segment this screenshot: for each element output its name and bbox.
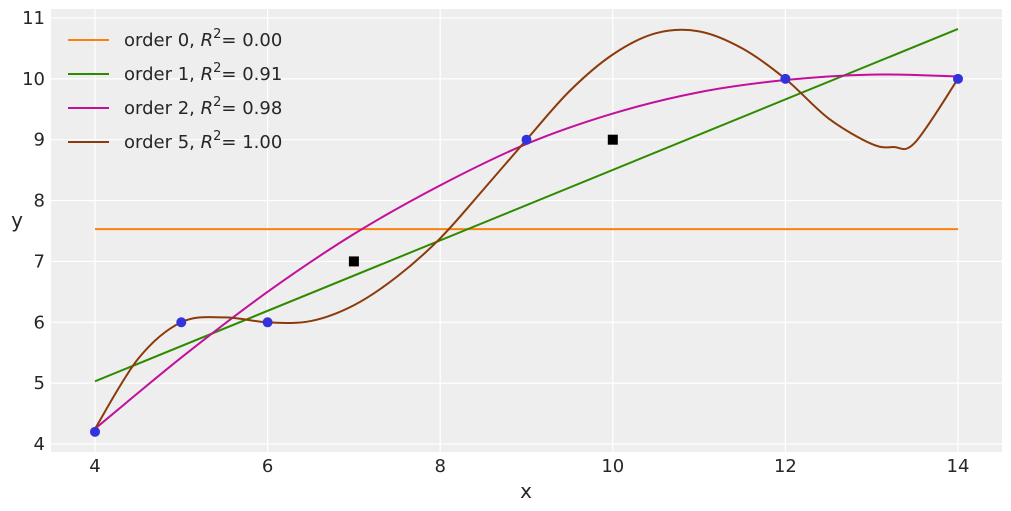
legend-entry: order 0, R2= 0.00 bbox=[68, 27, 282, 51]
train-point bbox=[521, 134, 532, 145]
x-tick-label: 6 bbox=[262, 456, 273, 477]
y-tick-label: 7 bbox=[34, 251, 45, 272]
legend-entry: order 2, R2= 0.98 bbox=[68, 95, 282, 119]
train-point bbox=[90, 426, 100, 437]
y-axis-label: y bbox=[11, 208, 23, 232]
legend: order 0, R2= 0.00 order 1, R2= 0.91 order … bbox=[68, 27, 282, 153]
y-tick-label: 4 bbox=[34, 434, 45, 455]
y-tick-label: 6 bbox=[34, 312, 45, 333]
x-tick-label: 4 bbox=[89, 456, 100, 477]
y-tick-label: 9 bbox=[34, 130, 45, 151]
fit-lines bbox=[94, 28, 959, 430]
legend-entry: order 5, R2= 1.00 bbox=[68, 129, 282, 153]
legend-label: order 1, R2= 0.91 bbox=[124, 61, 282, 85]
plot-area bbox=[51, 9, 1002, 452]
legend-entry: order 1, R2= 0.91 bbox=[68, 61, 282, 85]
y-tick-label: 8 bbox=[34, 191, 45, 212]
tick-labels: 4 6 8 10 12 14 4 5 6 7 8 9 10 11 bbox=[22, 8, 969, 477]
x-tick-label: 8 bbox=[434, 456, 445, 477]
train-point bbox=[176, 317, 187, 328]
fit-line-order-5 bbox=[94, 28, 959, 430]
x-axis-label: x bbox=[520, 479, 532, 503]
data-points bbox=[90, 73, 963, 437]
y-tick-label: 11 bbox=[22, 8, 45, 29]
train-point bbox=[953, 73, 963, 84]
y-tick-label: 5 bbox=[34, 373, 45, 394]
legend-label: order 2, R2= 0.98 bbox=[124, 95, 282, 119]
x-tick-label: 14 bbox=[947, 456, 970, 477]
test-point bbox=[607, 134, 618, 145]
train-point bbox=[780, 73, 791, 84]
x-tick-label: 10 bbox=[601, 456, 624, 477]
legend-label: order 5, R2= 1.00 bbox=[124, 129, 282, 153]
fit-line-order-1 bbox=[94, 28, 959, 383]
legend-label: order 0, R2= 0.00 bbox=[124, 27, 282, 51]
y-tick-label: 10 bbox=[22, 69, 45, 90]
x-tick-label: 12 bbox=[774, 456, 797, 477]
grid-lines bbox=[51, 9, 1002, 452]
test-point bbox=[348, 256, 359, 267]
train-point bbox=[262, 317, 273, 328]
